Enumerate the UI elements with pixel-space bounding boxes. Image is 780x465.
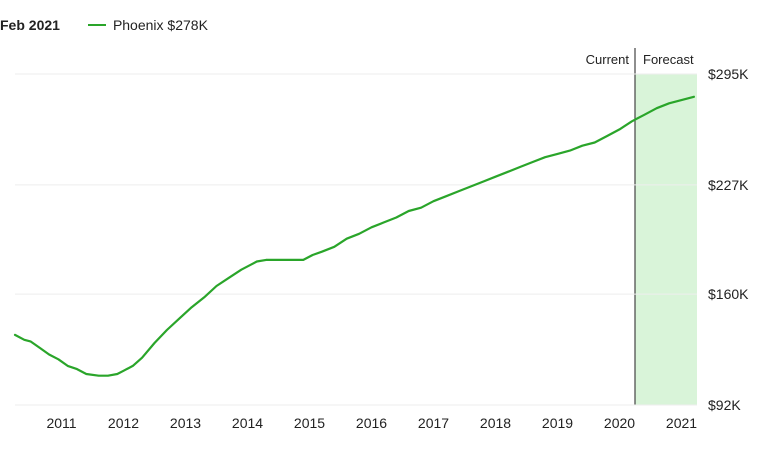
x-tick-label: 2015: [294, 415, 325, 431]
y-tick-label: $295K: [708, 66, 749, 82]
x-tick-label: 2014: [232, 415, 263, 431]
y-tick-label: $92K: [708, 397, 741, 413]
chart-header: Feb 2021 Phoenix $278K: [0, 14, 208, 36]
x-tick-label: 2013: [170, 415, 201, 431]
y-tick-label: $227K: [708, 177, 749, 193]
y-axis-ticks: $92K $160K $227K $295K: [708, 66, 749, 413]
series-line-phoenix: [13, 95, 696, 377]
date-label: Feb 2021: [0, 17, 60, 33]
region-label-current: Current: [586, 52, 630, 67]
gridlines: [15, 73, 697, 406]
x-tick-label: 2019: [542, 415, 573, 431]
x-tick-label: 2018: [480, 415, 511, 431]
x-axis-ticks: 2011 2012 2013 2014 2015 2016 2017 2018 2019 2020…: [46, 415, 697, 431]
x-tick-label: 2017: [418, 415, 449, 431]
legend-label: Phoenix $278K: [112, 17, 208, 33]
x-tick-label: 2020: [604, 415, 635, 431]
forecast-band: [635, 74, 697, 405]
x-tick-label: 2021: [666, 415, 697, 431]
forecast-regions: Current Forecast: [586, 48, 697, 405]
x-tick-label: 2016: [356, 415, 387, 431]
series-lines: [13, 95, 696, 377]
legend-item-phoenix[interactable]: Phoenix $278K: [87, 17, 208, 33]
x-tick-label: 2012: [108, 415, 139, 431]
y-tick-label: $160K: [708, 286, 749, 302]
x-tick-label: 2011: [46, 415, 76, 431]
legend-swatch: [87, 24, 106, 26]
region-label-forecast: Forecast: [643, 52, 694, 67]
